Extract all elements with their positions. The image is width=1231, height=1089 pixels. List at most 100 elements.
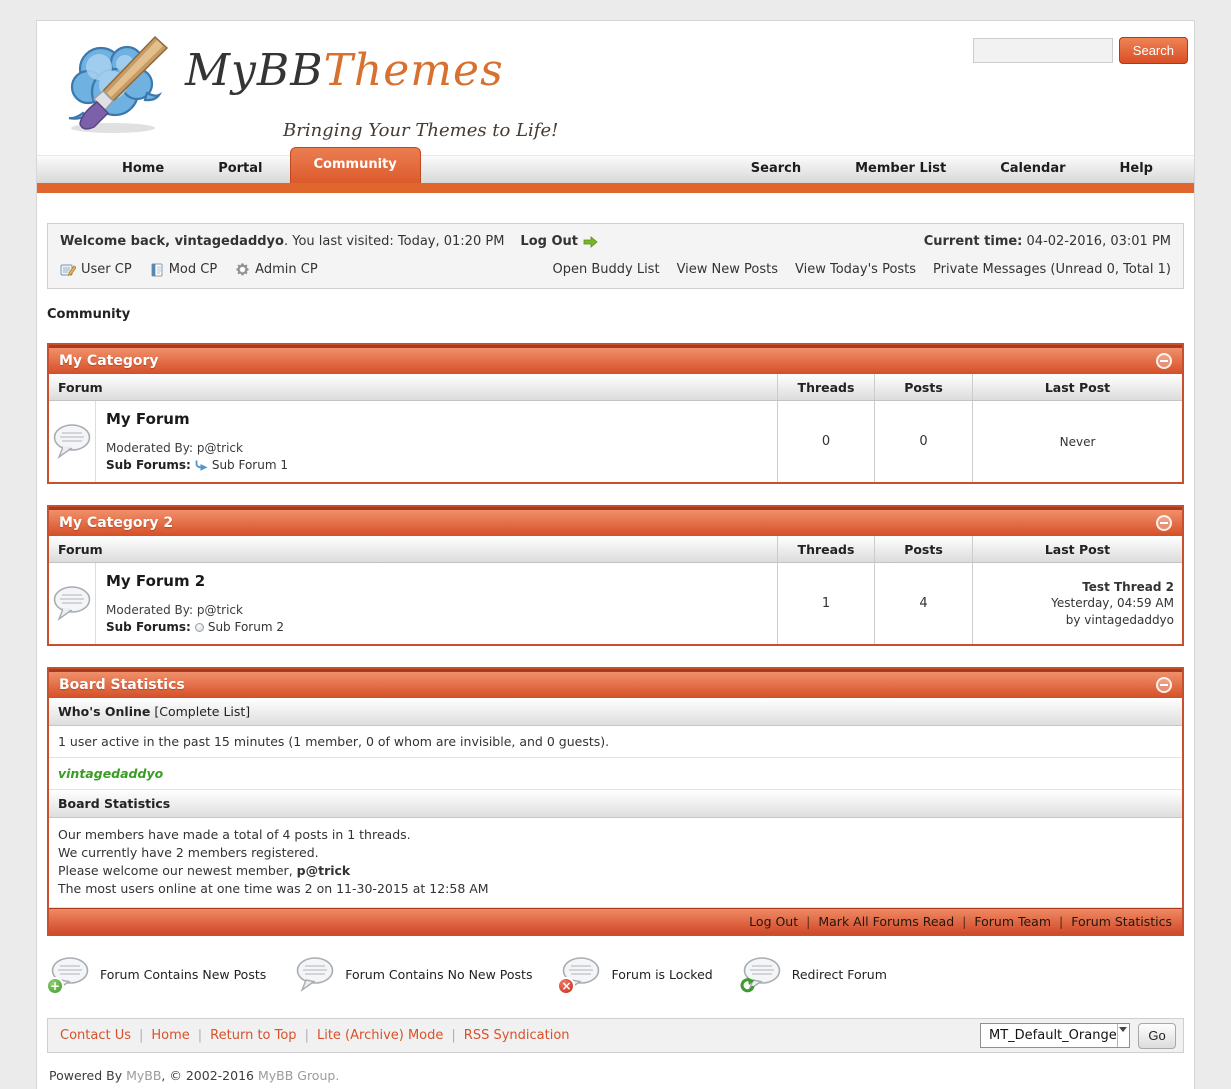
search-input[interactable] xyxy=(972,38,1113,63)
user-cp-icon xyxy=(60,264,76,276)
site-title-primary: MyBB xyxy=(185,45,324,96)
category-2-title[interactable]: My Category 2 xyxy=(59,515,174,531)
user-cp-label: User CP xyxy=(81,262,132,277)
legend-label: Forum is Locked xyxy=(611,967,713,982)
nav-left-group: Home Portal Community xyxy=(95,147,421,183)
subforum-link[interactable]: Sub Forum 1 xyxy=(211,458,288,472)
user-cp-link[interactable]: User CP xyxy=(60,262,132,277)
stat-members-registered: We currently have 2 members registered. xyxy=(58,845,319,861)
mod-cp-icon xyxy=(151,263,163,276)
column-last-post: Last Post xyxy=(972,374,1182,400)
stat-total-posts: Our members have made a total of 4 posts… xyxy=(58,827,411,842)
collapse-icon[interactable] xyxy=(1156,515,1172,531)
stat-most-online: The most users online at one time was 2 … xyxy=(58,881,489,897)
mybb-link[interactable]: MyBB xyxy=(126,1067,162,1083)
board-statistics-title: Board Statistics xyxy=(59,677,185,693)
theme-selector[interactable]: MT_Default_Orange xyxy=(980,1023,1130,1048)
mark-all-forums-read-link[interactable]: Mark All Forums Read xyxy=(818,913,955,929)
mybb-group-link[interactable]: MyBB Group. xyxy=(257,1067,340,1083)
current-time-label: Current time: xyxy=(923,234,1023,249)
contact-us-link[interactable]: Contact Us xyxy=(60,1027,131,1043)
nav-item-calendar[interactable]: Calendar xyxy=(1000,161,1066,176)
site-logo[interactable] xyxy=(61,29,181,139)
new-posts-plus-badge: + xyxy=(46,976,64,995)
board-statistics-header: Board Statistics xyxy=(49,669,1182,698)
legend-label: Forum Contains No New Posts xyxy=(345,967,533,982)
forum-threads-count: 0 xyxy=(777,401,874,482)
logout-arrow-icon xyxy=(583,235,598,248)
return-to-top-link[interactable]: Return to Top xyxy=(210,1027,297,1043)
complete-list-link[interactable]: [Complete List] xyxy=(154,704,251,719)
nav-item-portal[interactable]: Portal xyxy=(218,161,263,176)
private-messages-link[interactable]: Private Messages (Unread 0, Total 1) xyxy=(933,262,1171,277)
cloud-paintbrush-logo-icon xyxy=(68,35,169,133)
newest-member-prefix: Please welcome our newest member, xyxy=(58,863,297,879)
mod-cp-link[interactable]: Mod CP xyxy=(150,262,217,277)
site-header: MyBBThemes Bringing Your Themes to Life!… xyxy=(37,21,1194,147)
footer-bar: Contact Us Home Return to Top Lite (Arch… xyxy=(47,1017,1184,1053)
current-time-value: 04-02-2016, 03:01 PM xyxy=(1026,234,1171,249)
category-1-title[interactable]: My Category xyxy=(59,353,159,369)
newest-member-link[interactable]: p@trick xyxy=(296,863,351,879)
admin-cp-link[interactable]: Admin CP xyxy=(235,262,318,277)
nav-item-search[interactable]: Search xyxy=(750,161,802,176)
locked-x-badge: × xyxy=(557,976,576,995)
nav-item-help[interactable]: Help xyxy=(1119,161,1153,176)
forum-row: My Forum 2 Moderated By: p@trick Sub For… xyxy=(49,563,1182,644)
stat-newest-member: Please welcome our newest member, p@tric… xyxy=(58,862,1173,880)
nav-item-member-list[interactable]: Member List xyxy=(855,161,947,176)
board-statistics-subheader: Board Statistics xyxy=(49,790,1182,818)
forum-posts-count: 0 xyxy=(874,401,972,482)
category-table-2: My Category 2 Forum Threads Posts Last P… xyxy=(47,505,1184,646)
subforums-label: Sub Forums: xyxy=(106,458,191,472)
subforum-link[interactable]: Sub Forum 2 xyxy=(207,620,284,634)
rss-syndication-link[interactable]: RSS Syndication xyxy=(463,1027,570,1043)
last-post-author[interactable]: by vintagedaddyo xyxy=(1065,612,1174,627)
forum-link[interactable]: My Forum 2 xyxy=(106,572,206,590)
moderator-link[interactable]: p@trick xyxy=(196,603,243,617)
admin-cp-label: Admin CP xyxy=(255,262,318,277)
site-title[interactable]: MyBBThemes xyxy=(185,45,504,96)
online-summary: 1 user active in the past 15 minutes (1 … xyxy=(49,726,1182,758)
nav-item-community[interactable]: Community xyxy=(289,147,421,183)
whos-online-label: Who's Online xyxy=(58,704,151,719)
powered-prefix: Powered By xyxy=(49,1067,127,1083)
theme-author-link[interactable]: Vintagedaddyo xyxy=(119,1087,213,1089)
forum-status-icon xyxy=(51,423,93,461)
forum-team-link[interactable]: Forum Team xyxy=(974,913,1052,929)
breadcrumb[interactable]: Community xyxy=(47,307,131,322)
forum-link[interactable]: My Forum xyxy=(106,410,190,428)
nav-item-home[interactable]: Home xyxy=(122,161,165,176)
mod-cp-label: Mod CP xyxy=(168,262,218,277)
navbar-orange-strip xyxy=(37,183,1194,193)
last-post-thread-link[interactable]: Test Thread 2 xyxy=(1082,580,1174,595)
powered-by: Powered By MyBB, © 2002-2016 MyBB Group.… xyxy=(49,1066,1182,1089)
powered-mid: , © 2002-2016 xyxy=(161,1067,258,1083)
lite-archive-mode-link[interactable]: Lite (Archive) Mode xyxy=(316,1027,444,1043)
forum-status-icon xyxy=(51,585,93,623)
column-forum: Forum xyxy=(58,541,103,557)
search-button[interactable]: Search xyxy=(1118,37,1188,64)
online-user-link[interactable]: vintagedaddyo xyxy=(58,766,164,781)
view-new-posts-link[interactable]: View New Posts xyxy=(676,262,779,277)
logout-link[interactable]: Log Out xyxy=(520,234,578,249)
last-post-time: Yesterday, 04:59 AM xyxy=(1051,596,1174,611)
welcome-greeting: Welcome back, vintagedaddyo xyxy=(60,234,284,249)
logout-footer-link[interactable]: Log Out xyxy=(749,913,799,929)
moderator-link[interactable]: p@trick xyxy=(196,441,243,455)
nav-right-group: Search Member List Calendar Help xyxy=(724,155,1180,183)
redirect-arrow-badge xyxy=(738,977,756,995)
go-button[interactable]: Go xyxy=(1138,1022,1176,1049)
subforums-label: Sub Forums: xyxy=(106,620,191,634)
moderated-by-label: Moderated By: xyxy=(106,603,194,617)
view-todays-posts-link[interactable]: View Today's Posts xyxy=(795,262,917,277)
forum-redirect-icon xyxy=(738,956,783,995)
forum-statistics-link[interactable]: Forum Statistics xyxy=(1071,913,1172,929)
open-buddy-list-link[interactable]: Open Buddy List xyxy=(552,262,660,277)
home-link[interactable]: Home xyxy=(151,1027,190,1043)
collapse-icon[interactable] xyxy=(1156,677,1172,693)
forum-last-post: Never xyxy=(972,401,1182,482)
board-statistics-label: Board Statistics xyxy=(58,796,171,811)
collapse-icon[interactable] xyxy=(1156,353,1172,369)
column-threads: Threads xyxy=(777,374,874,400)
